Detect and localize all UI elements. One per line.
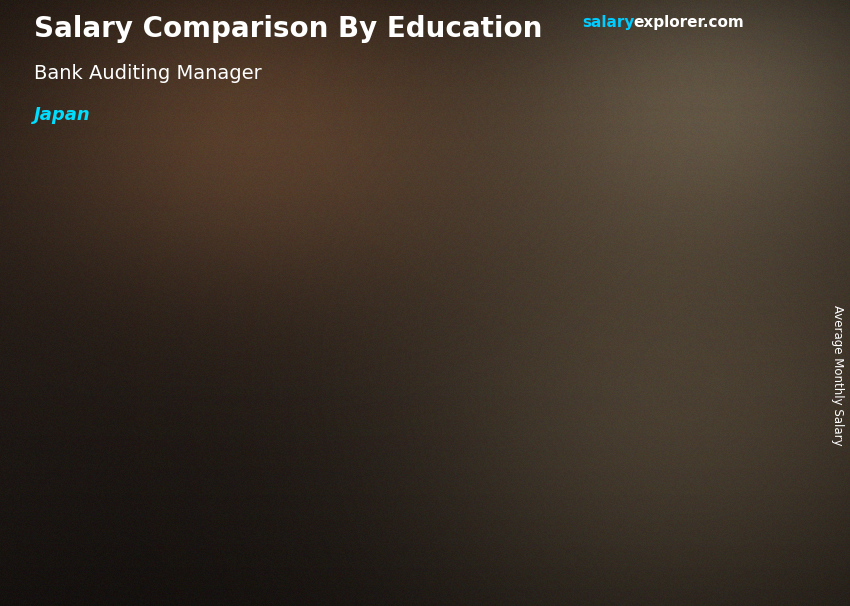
Text: Bachelor's Degree: Bachelor's Degree bbox=[169, 579, 354, 597]
Circle shape bbox=[719, 32, 781, 81]
Text: +39%: +39% bbox=[300, 268, 399, 297]
Text: Bank Auditing Manager: Bank Auditing Manager bbox=[34, 64, 262, 82]
Text: Master's Degree: Master's Degree bbox=[433, 579, 598, 597]
Text: 589,000 JPY: 589,000 JPY bbox=[196, 304, 308, 322]
Text: Salary Comparison By Education: Salary Comparison By Education bbox=[34, 15, 542, 43]
Text: salary: salary bbox=[582, 15, 635, 30]
Text: explorer.com: explorer.com bbox=[633, 15, 744, 30]
Text: Japan: Japan bbox=[34, 106, 91, 124]
Polygon shape bbox=[301, 339, 320, 558]
Polygon shape bbox=[203, 339, 301, 558]
Polygon shape bbox=[555, 255, 574, 558]
Text: Average Monthly Salary: Average Monthly Salary bbox=[830, 305, 844, 446]
Polygon shape bbox=[457, 255, 555, 558]
Text: 817,000 JPY: 817,000 JPY bbox=[450, 223, 562, 241]
